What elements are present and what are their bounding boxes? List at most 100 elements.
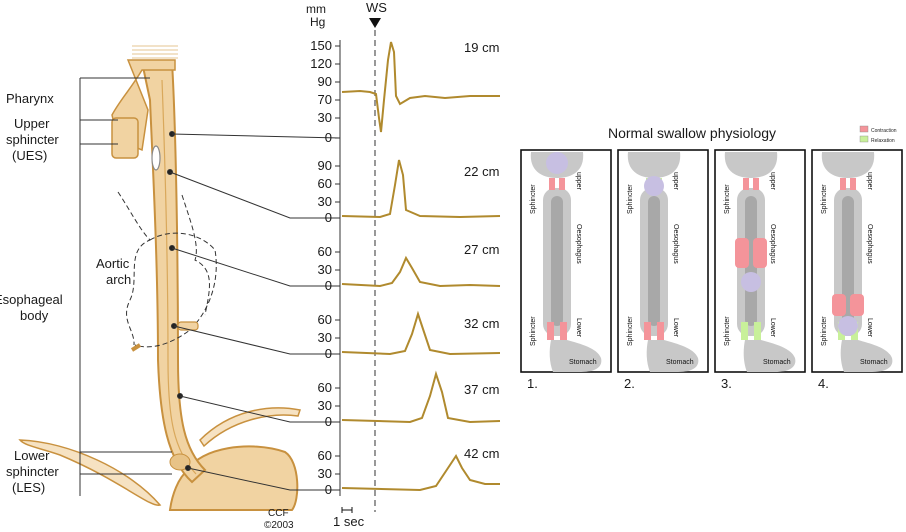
upper-sphincter-left: [840, 178, 846, 190]
oesophagus-lumen: [842, 196, 854, 326]
oesophagus-lumen: [648, 196, 660, 326]
pressure-trace: [341, 159, 501, 219]
legend-contraction-swatch: [859, 125, 869, 133]
tick-label: 60: [318, 448, 332, 463]
anatomy-labels: Pharynx Upper sphincter (UES) Aortic arc…: [0, 91, 294, 531]
stomach-shape: [840, 340, 893, 372]
pharynx-shape: [821, 152, 875, 178]
esophagus-tube: [140, 61, 207, 484]
panel-label: Sphincter: [821, 316, 828, 346]
panel-label: Sphincter: [724, 184, 731, 214]
pressure-trace: [341, 41, 500, 133]
lower-sphincter-right: [560, 322, 567, 340]
tick-label: 0: [325, 414, 332, 429]
stomach-shape: [646, 340, 699, 372]
channel-depth-label: 19 cm: [464, 40, 499, 55]
time-scale-label: 1 sec: [333, 514, 365, 529]
diaphragm-left: [18, 439, 162, 506]
food-bolus: [644, 176, 664, 196]
physiology-title: Normal swallow physiology: [608, 125, 776, 141]
upper-sphincter-right: [850, 178, 856, 190]
stomach-label: Stomach: [860, 359, 888, 366]
channel-depth-label: 42 cm: [464, 446, 499, 461]
tick-label: 0: [325, 346, 332, 361]
larynx: [111, 117, 139, 159]
ws-marker-icon: [369, 18, 381, 28]
pharynx-shape: [724, 152, 778, 178]
upper-sphincter-left: [549, 178, 555, 190]
sensor-pointers: [167, 131, 341, 491]
swallow-panel: upper Sphincter Oesophagus Lower Sphincter St…: [811, 149, 903, 391]
stomach-label: Stomach: [666, 359, 694, 366]
tick-label: 30: [318, 398, 332, 413]
label-leaders: [79, 77, 172, 496]
swallow-panel: upper Sphincter Oesophagus Lower Sphincter St…: [617, 149, 709, 391]
pressure-trace: [341, 370, 501, 424]
pressure-traces: [341, 41, 501, 492]
channel-depth-label: 27 cm: [464, 242, 499, 257]
panel-label: Oesophagus: [769, 224, 776, 264]
tick-label: 60: [318, 244, 332, 259]
tick-label: 60: [318, 176, 332, 191]
panel-label: upper: [672, 172, 679, 191]
tick-label: 60: [318, 380, 332, 395]
panel-label: upper: [866, 172, 873, 191]
label-pharynx: Pharynx: [6, 91, 54, 106]
legend-relaxation-swatch: [859, 135, 869, 143]
diaphragm-right: [199, 407, 301, 448]
upper-sphincter-left: [743, 178, 749, 190]
pressure-trace: [341, 310, 501, 356]
contraction-wave-left: [832, 294, 846, 316]
esophagus-lumen: [161, 79, 197, 475]
panel-number: 3.: [721, 376, 732, 391]
lower-sphincter-left: [741, 322, 748, 340]
pressure-trace: [341, 255, 501, 288]
stomach-label: Stomach: [569, 359, 597, 366]
panel-label: Sphincter: [530, 184, 537, 214]
swallow-panel: upper Sphincter Oesophagus Lower Sphincter St…: [714, 149, 806, 391]
label-aortic-1: Aortic: [96, 256, 130, 271]
channel-depth-label: 32 cm: [464, 316, 499, 331]
panel-label: Sphincter: [627, 316, 634, 346]
swallow-panel: upper Sphincter Oesophagus Lower Sphincter St…: [520, 149, 612, 391]
pharynx-shape: [627, 152, 681, 178]
ws-label: WS: [366, 0, 387, 15]
bronchus: [177, 321, 199, 331]
panel-label: Lower: [866, 318, 873, 338]
tick-label: 30: [318, 110, 332, 125]
panel-label: Lower: [769, 318, 776, 338]
stomach-shape: [549, 340, 602, 372]
oesophagus-lumen: [745, 196, 757, 326]
food-bolus: [838, 316, 858, 336]
pressure-trace: [341, 454, 500, 492]
trachea-ring: [151, 145, 161, 171]
copyright-line-1: CCF: [268, 508, 289, 519]
panel-label: upper: [575, 172, 582, 191]
panel-label: Sphincter: [530, 316, 537, 346]
panel-number: 2.: [624, 376, 635, 391]
tick-label: 150: [310, 38, 332, 53]
panel-label: Oesophagus: [866, 224, 873, 264]
panel-label: upper: [769, 172, 776, 191]
label-les-1: Lower: [14, 448, 50, 463]
aortic-branch: [130, 343, 142, 352]
label-ues-1: Upper: [14, 116, 50, 131]
panel-label: Sphincter: [627, 184, 634, 214]
panel-label: Oesophagus: [575, 224, 582, 264]
food-bolus: [546, 152, 568, 174]
contraction-wave-right: [850, 294, 864, 316]
tick-label: 30: [318, 194, 332, 209]
upper-sphincter-right: [559, 178, 565, 190]
tick-label: 60: [318, 312, 332, 327]
copyright-line-2: ©2003: [264, 520, 294, 531]
label-aortic-2: arch: [106, 272, 131, 287]
tick-label: 0: [325, 482, 332, 497]
lower-sphincter-right: [754, 322, 761, 340]
panel-number: 1.: [527, 376, 538, 391]
tick-label: 120: [310, 56, 332, 71]
panel-label: Sphincter: [724, 316, 731, 346]
lower-sphincter-right: [657, 322, 664, 340]
upper-sphincter-right: [753, 178, 759, 190]
